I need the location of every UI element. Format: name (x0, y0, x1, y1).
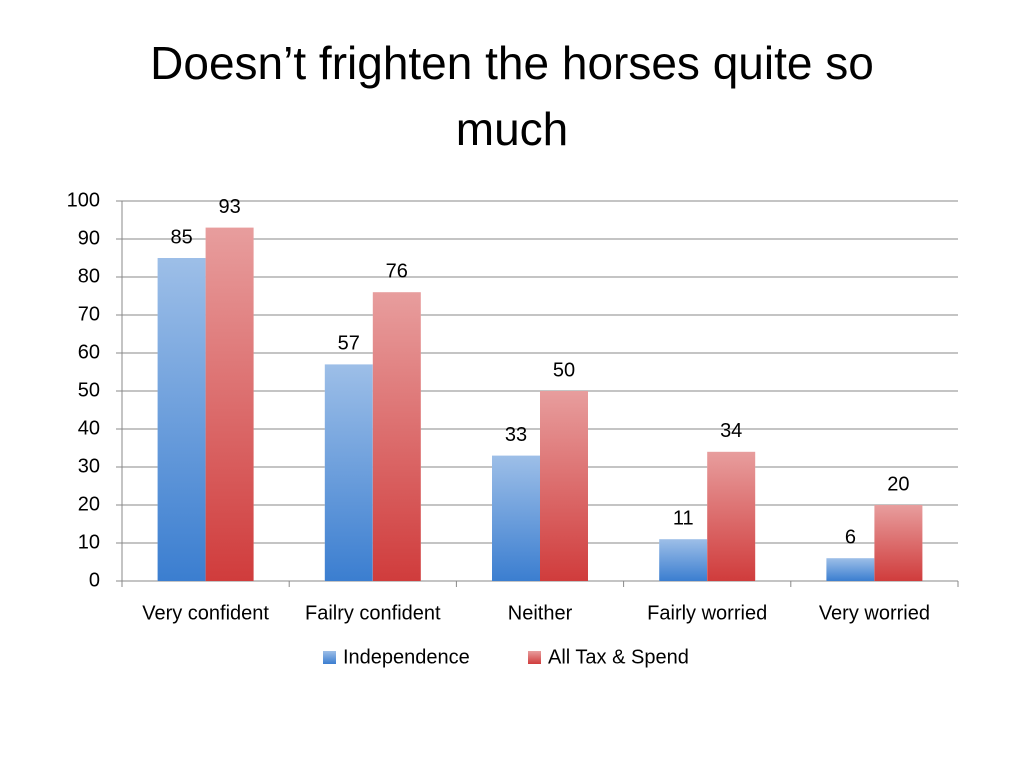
y-tick-label: 0 (89, 569, 100, 591)
legend-swatch (323, 651, 336, 664)
value-label: 76 (386, 260, 408, 282)
value-label: 33 (505, 424, 527, 446)
x-tick-label: Failry confident (305, 602, 441, 624)
value-label: 34 (720, 420, 742, 442)
y-tick-label: 50 (78, 379, 100, 401)
y-tick-label: 100 (67, 189, 100, 211)
value-label: 93 (218, 196, 240, 218)
bar (659, 539, 708, 581)
bar (372, 292, 421, 581)
y-tick-label: 40 (78, 417, 100, 439)
x-tick-label: Very confident (142, 602, 269, 624)
y-tick-label: 30 (78, 455, 100, 477)
bar (707, 451, 756, 581)
x-tick-label: Fairly worried (647, 602, 767, 624)
bar (157, 258, 206, 581)
y-tick-label: 60 (78, 341, 100, 363)
y-tick-label: 80 (78, 265, 100, 287)
y-tick-label: 90 (78, 227, 100, 249)
bar (324, 364, 373, 581)
bar (492, 455, 540, 581)
chart-title: Doesn’t frighten the horses quite so muc… (150, 37, 874, 155)
bar (874, 505, 923, 581)
x-tick-label: Neither (508, 602, 573, 624)
y-tick-label: 10 (78, 531, 100, 553)
value-label: 50 (553, 359, 575, 381)
legend-label: Independence (343, 646, 470, 668)
legend-label: All Tax & Spend (548, 646, 689, 668)
value-label: 57 (338, 333, 360, 355)
bar (540, 391, 588, 581)
y-tick-label: 20 (78, 493, 100, 515)
y-tick-label: 70 (78, 303, 100, 325)
value-label: 20 (887, 473, 909, 495)
value-label: 6 (845, 526, 856, 548)
value-label: 85 (170, 226, 192, 248)
value-label: 11 (673, 507, 694, 529)
bar (205, 227, 254, 581)
legend-swatch (528, 651, 541, 664)
bar (826, 558, 875, 581)
x-tick-label: Very worried (819, 602, 930, 624)
